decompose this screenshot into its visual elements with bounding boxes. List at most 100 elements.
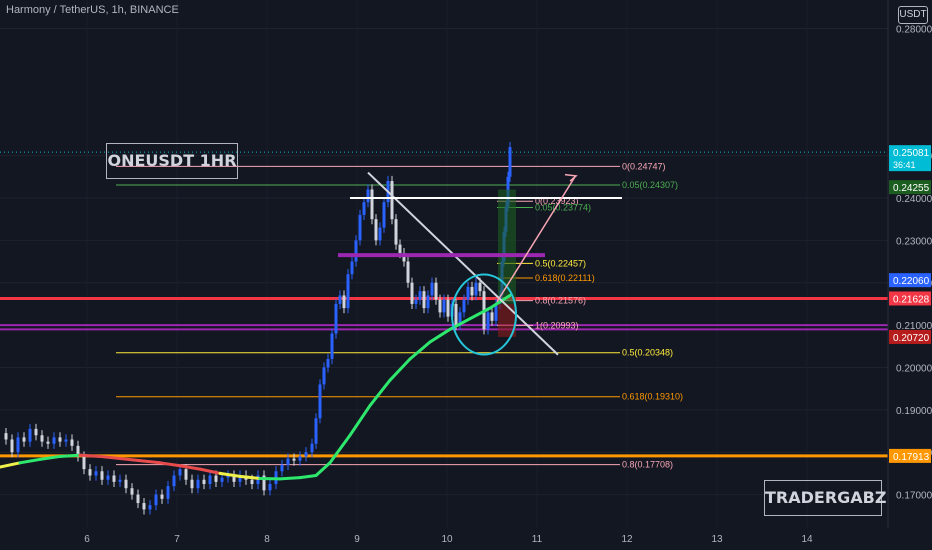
candle-body: [136, 494, 140, 504]
candle-body: [358, 214, 362, 241]
candle-body: [370, 189, 374, 220]
candle-body: [470, 286, 474, 296]
candle-body: [394, 219, 398, 245]
candle-body: [286, 458, 290, 465]
fib-inner-label: 1(0.20993): [535, 320, 579, 330]
candle-body: [82, 456, 86, 470]
price-badge: [889, 180, 931, 195]
y-tick-label: 0.19000: [896, 406, 932, 417]
ma-segment: [218, 471, 242, 478]
candle-body: [462, 299, 466, 313]
candle-body: [94, 471, 98, 476]
candle-body: [390, 181, 394, 220]
candle-body: [508, 147, 512, 177]
ma-segment: [158, 461, 182, 468]
x-tick-label: 6: [84, 534, 90, 545]
candle-body: [280, 464, 284, 472]
price-badge-label: 0.24255: [893, 183, 930, 194]
fib-label: 0.5(0.20348): [622, 348, 673, 358]
candle-body: [178, 469, 182, 476]
candle-body: [76, 445, 80, 457]
ma-segment: [488, 293, 512, 310]
fib-inner-label: 0.8(0.21576): [535, 296, 586, 306]
candle-body: [226, 475, 230, 478]
candle-body: [202, 479, 206, 484]
candle-body: [322, 367, 326, 385]
candle-body: [262, 475, 266, 491]
candle-body: [414, 299, 418, 304]
candle-body: [346, 274, 350, 309]
arrow-head: [564, 173, 578, 182]
ma-segment: [314, 461, 332, 478]
ma-segment: [368, 378, 392, 408]
x-tick-label: 7: [174, 534, 180, 545]
candle-body: [268, 483, 272, 491]
fib-label: 0.8(0.17708): [622, 460, 673, 470]
candle-body: [28, 428, 32, 442]
ma-segment: [38, 454, 62, 461]
trend-drawings: [338, 171, 622, 356]
ma-segment: [18, 457, 42, 465]
price-badge: [889, 145, 931, 172]
candle-body: [406, 261, 410, 283]
ma-segment: [198, 467, 222, 475]
candle-body: [338, 295, 342, 304]
countdown-label: 36:41: [893, 160, 916, 170]
candle-body: [458, 312, 462, 326]
candle-body: [304, 452, 308, 457]
candle-body: [292, 458, 296, 461]
symbol-title: Harmony / TetherUS, 1h, BINANCE: [6, 4, 179, 16]
candle-body: [310, 443, 314, 453]
y-tick-label: 0.28000: [896, 24, 932, 35]
candle-body: [64, 439, 68, 442]
fib-inner-label: 0.5(0.22457): [535, 258, 586, 268]
candle-body: [366, 189, 370, 203]
candle-body: [100, 471, 104, 480]
candle-body: [196, 479, 200, 489]
candle-body: [16, 437, 20, 453]
price-series: [4, 142, 516, 515]
candle-body: [214, 475, 218, 482]
candle-body: [10, 439, 14, 453]
x-tick-label: 13: [711, 534, 723, 545]
fib-inner-label: 0.05(0.23774): [535, 203, 591, 213]
candle-body: [46, 441, 50, 444]
candle-body: [354, 240, 358, 262]
candle-body: [478, 282, 482, 292]
candle-body: [112, 475, 116, 482]
ma-segment: [138, 459, 162, 465]
candle-body: [166, 486, 170, 499]
ma-segment: [388, 357, 412, 382]
candle-body: [250, 479, 254, 484]
x-tick-label: 9: [354, 534, 360, 545]
candle-body: [4, 433, 8, 440]
annotation-label-2: TRADERGABZ: [764, 480, 886, 516]
candle-body: [422, 291, 426, 309]
candle-body: [362, 202, 366, 215]
ma-segment: [0, 461, 22, 469]
currency-label[interactable]: USDT: [898, 6, 928, 24]
candle-body: [88, 469, 92, 476]
ma-segment: [328, 433, 352, 465]
price-badge-label: 0.21628: [893, 294, 930, 305]
candle-body: [160, 494, 164, 499]
candle-body: [454, 303, 458, 326]
ma-segment: [278, 476, 302, 481]
candle-body: [148, 505, 152, 510]
candle-body: [330, 333, 334, 359]
candle-body: [184, 469, 188, 480]
y-tick-label: 0.21000: [896, 321, 932, 332]
candle-body: [466, 286, 470, 300]
candle-body: [130, 488, 134, 495]
candle-body: [490, 312, 494, 321]
ma-segment: [428, 327, 452, 344]
candle-body: [70, 439, 74, 446]
ma-segment: [118, 457, 142, 463]
price-badge: [889, 329, 931, 344]
x-tick-label: 14: [801, 534, 813, 545]
candle-body: [326, 358, 330, 368]
fib-label: 0.05(0.24307): [622, 180, 678, 190]
ma-segment: [98, 454, 122, 461]
price-badge-label: 0.22060: [893, 276, 930, 287]
